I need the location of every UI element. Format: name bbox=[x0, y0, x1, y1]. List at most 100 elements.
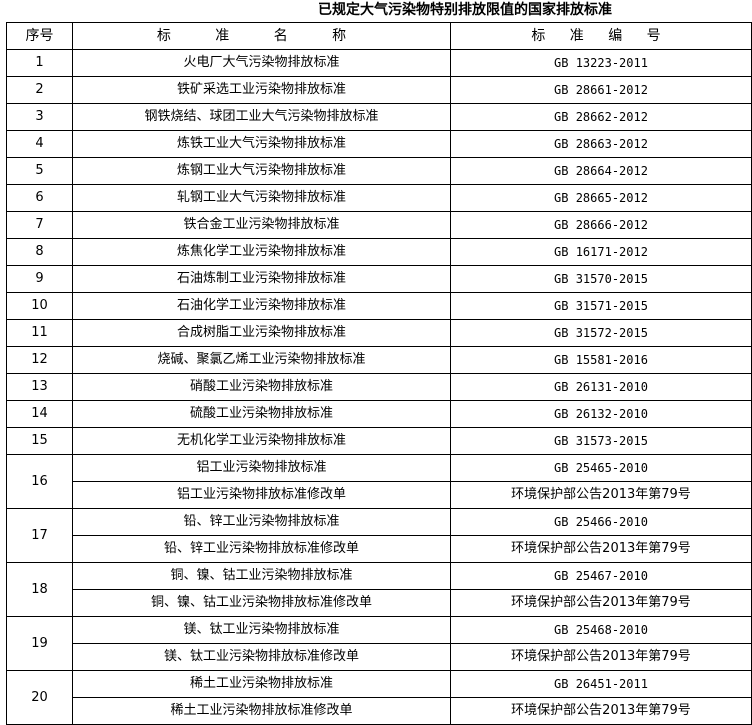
cell-no: 15 bbox=[6, 427, 73, 455]
table-row: 稀土工业污染物排放标准修改单 环境保护部公告2013年第79号 bbox=[7, 697, 752, 725]
cell-standard-code: GB 28661-2012 bbox=[450, 76, 752, 104]
cell-no: 17 bbox=[6, 508, 73, 563]
cell-standard-name: 火电厂大气污染物排放标准 bbox=[72, 49, 451, 77]
table-row: 10 石油化学工业污染物排放标准 GB 31571-2015 bbox=[6, 292, 752, 320]
table-row: 8 炼焦化学工业污染物排放标准 GB 16171-2012 bbox=[6, 238, 752, 266]
cell-no: 13 bbox=[6, 373, 73, 401]
cell-standard-name: 镁、钛工业污染物排放标准修改单 bbox=[72, 643, 451, 671]
cell-standard-name: 石油化学工业污染物排放标准 bbox=[72, 292, 451, 320]
table-row: 15 无机化学工业污染物排放标准 GB 31573-2015 bbox=[6, 427, 752, 455]
cell-standard-code: GB 31570-2015 bbox=[450, 265, 752, 293]
cell-standard-name: 炼焦化学工业污染物排放标准 bbox=[72, 238, 451, 266]
table-row: 镁、钛工业污染物排放标准修改单 环境保护部公告2013年第79号 bbox=[7, 643, 752, 671]
cell-standard-name: 无机化学工业污染物排放标准 bbox=[72, 427, 451, 455]
cell-standard-code: GB 31571-2015 bbox=[450, 292, 752, 320]
cell-standard-code: GB 28663-2012 bbox=[450, 130, 752, 158]
cell-standard-code: GB 25465-2010 bbox=[450, 454, 752, 482]
cell-standard-name: 炼铁工业大气污染物排放标准 bbox=[72, 130, 451, 158]
cell-no: 16 bbox=[6, 454, 73, 509]
cell-standard-name: 铜、镍、钴工业污染物排放标准修改单 bbox=[72, 589, 451, 617]
standards-table: 序号 标 准 名 称 标 准 编 号 1 火电厂大气污染物排放标准 GB 13223… bbox=[6, 22, 752, 725]
table-row: 18 铜、镍、钴工业污染物排放标准 GB 25467-2010 bbox=[6, 562, 752, 617]
cell-standard-name: 合成树脂工业污染物排放标准 bbox=[72, 319, 451, 347]
cell-no: 7 bbox=[6, 211, 73, 239]
table-row: 4 炼铁工业大气污染物排放标准 GB 28663-2012 bbox=[6, 130, 752, 158]
cell-standard-name: 铅、锌工业污染物排放标准 bbox=[72, 508, 451, 536]
cell-no: 5 bbox=[6, 157, 73, 185]
cell-standard-code: 环境保护部公告2013年第79号 bbox=[450, 643, 752, 671]
cell-no: 18 bbox=[6, 562, 73, 617]
cell-standard-name: 炼钢工业大气污染物排放标准 bbox=[72, 157, 451, 185]
cell-standard-name: 铝工业污染物排放标准 bbox=[72, 454, 451, 482]
table-row: 20 稀土工业污染物排放标准 GB 26451-2011 bbox=[6, 670, 752, 725]
cell-standard-code: 环境保护部公告2013年第79号 bbox=[450, 589, 752, 617]
cell-standard-name: 铅、锌工业污染物排放标准修改单 bbox=[72, 535, 451, 563]
cell-standard-code: GB 26132-2010 bbox=[450, 400, 752, 428]
table-row: 7 铁合金工业污染物排放标准 GB 28666-2012 bbox=[6, 211, 752, 239]
cell-no: 4 bbox=[6, 130, 73, 158]
cell-standard-code: 环境保护部公告2013年第79号 bbox=[450, 481, 752, 509]
cell-standard-code: 环境保护部公告2013年第79号 bbox=[450, 697, 752, 725]
table-row: 9 石油炼制工业污染物排放标准 GB 31570-2015 bbox=[6, 265, 752, 293]
table-row: 铜、镍、钴工业污染物排放标准修改单 环境保护部公告2013年第79号 bbox=[7, 589, 752, 617]
cell-standard-code: GB 28665-2012 bbox=[450, 184, 752, 212]
cell-standard-name: 铁矿采选工业污染物排放标准 bbox=[72, 76, 451, 104]
table-row: 16 铝工业污染物排放标准 GB 25465-2010 bbox=[6, 454, 752, 509]
cell-no: 9 bbox=[6, 265, 73, 293]
cell-standard-name: 石油炼制工业污染物排放标准 bbox=[72, 265, 451, 293]
cell-no: 19 bbox=[6, 616, 73, 671]
table-row: 2 铁矿采选工业污染物排放标准 GB 28661-2012 bbox=[6, 76, 752, 104]
cell-standard-code: GB 31572-2015 bbox=[450, 319, 752, 347]
cell-no: 12 bbox=[6, 346, 73, 374]
cell-standard-code: GB 25466-2010 bbox=[450, 508, 752, 536]
table-row: 铅、锌工业污染物排放标准修改单 环境保护部公告2013年第79号 bbox=[7, 535, 752, 563]
cell-standard-code: GB 26451-2011 bbox=[450, 670, 752, 698]
cell-standard-code: GB 26131-2010 bbox=[450, 373, 752, 401]
cell-standard-code: GB 31573-2015 bbox=[450, 427, 752, 455]
cell-no: 8 bbox=[6, 238, 73, 266]
cell-standard-name: 铁合金工业污染物排放标准 bbox=[72, 211, 451, 239]
cell-standard-name: 硫酸工业污染物排放标准 bbox=[72, 400, 451, 428]
cell-standard-code: GB 15581-2016 bbox=[450, 346, 752, 374]
table-row: 19 镁、钛工业污染物排放标准 GB 25468-2010 bbox=[6, 616, 752, 671]
cell-no: 10 bbox=[6, 292, 73, 320]
header-name: 标 准 名 称 bbox=[72, 22, 451, 50]
table-row: 1 火电厂大气污染物排放标准 GB 13223-2011 bbox=[6, 49, 752, 77]
cell-standard-name: 轧钢工业大气污染物排放标准 bbox=[72, 184, 451, 212]
cell-standard-code: GB 28664-2012 bbox=[450, 157, 752, 185]
table-row: 14 硫酸工业污染物排放标准 GB 26132-2010 bbox=[6, 400, 752, 428]
cell-standard-name: 稀土工业污染物排放标准修改单 bbox=[72, 697, 451, 725]
cell-no: 2 bbox=[6, 76, 73, 104]
cell-standard-code: GB 25467-2010 bbox=[450, 562, 752, 590]
cell-standard-code: GB 28662-2012 bbox=[450, 103, 752, 131]
table-row: 3 钢铁烧结、球团工业大气污染物排放标准 GB 28662-2012 bbox=[6, 103, 752, 131]
cell-standard-name: 硝酸工业污染物排放标准 bbox=[72, 373, 451, 401]
cell-no: 20 bbox=[6, 670, 73, 725]
document-title: 已规定大气污染物特别排放限值的国家排放标准 bbox=[318, 2, 612, 18]
cell-standard-code: GB 13223-2011 bbox=[450, 49, 752, 77]
header-code: 标 准 编 号 bbox=[450, 22, 752, 50]
cell-standard-name: 铝工业污染物排放标准修改单 bbox=[72, 481, 451, 509]
cell-no: 3 bbox=[6, 103, 73, 131]
cell-standard-code: 环境保护部公告2013年第79号 bbox=[450, 535, 752, 563]
table-row: 5 炼钢工业大气污染物排放标准 GB 28664-2012 bbox=[6, 157, 752, 185]
cell-no: 6 bbox=[6, 184, 73, 212]
cell-standard-code: GB 28666-2012 bbox=[450, 211, 752, 239]
table-header-row: 序号 标 准 名 称 标 准 编 号 bbox=[6, 22, 752, 50]
cell-standard-name: 稀土工业污染物排放标准 bbox=[72, 670, 451, 698]
cell-standard-code: GB 25468-2010 bbox=[450, 616, 752, 644]
header-no: 序号 bbox=[6, 22, 73, 50]
cell-standard-name: 铜、镍、钴工业污染物排放标准 bbox=[72, 562, 451, 590]
cell-no: 1 bbox=[6, 49, 73, 77]
cell-standard-name: 镁、钛工业污染物排放标准 bbox=[72, 616, 451, 644]
table-row: 6 轧钢工业大气污染物排放标准 GB 28665-2012 bbox=[6, 184, 752, 212]
table-row: 铝工业污染物排放标准修改单 环境保护部公告2013年第79号 bbox=[7, 481, 752, 509]
table-row: 13 硝酸工业污染物排放标准 GB 26131-2010 bbox=[6, 373, 752, 401]
cell-standard-code: GB 16171-2012 bbox=[450, 238, 752, 266]
cell-no: 11 bbox=[6, 319, 73, 347]
table-row: 17 铅、锌工业污染物排放标准 GB 25466-2010 bbox=[6, 508, 752, 563]
cell-standard-name: 钢铁烧结、球团工业大气污染物排放标准 bbox=[72, 103, 451, 131]
table-row: 11 合成树脂工业污染物排放标准 GB 31572-2015 bbox=[6, 319, 752, 347]
cell-standard-name: 烧碱、聚氯乙烯工业污染物排放标准 bbox=[72, 346, 451, 374]
cell-no: 14 bbox=[6, 400, 73, 428]
